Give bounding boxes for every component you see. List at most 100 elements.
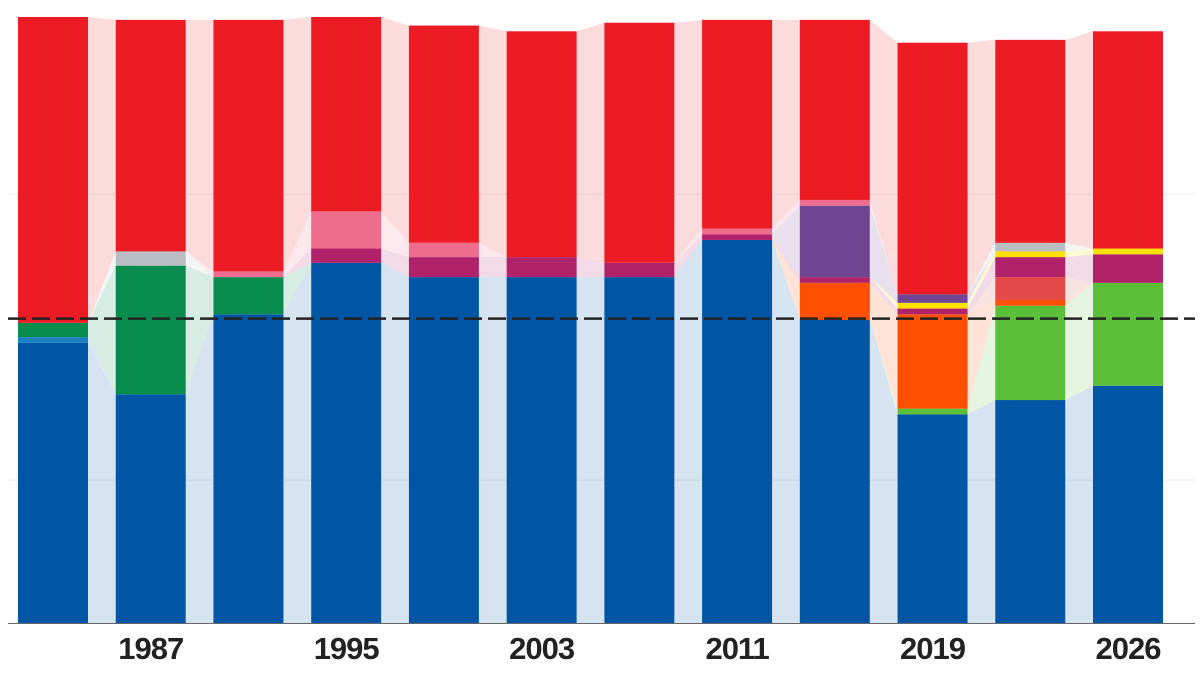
flow-band (1065, 282, 1093, 306)
bar-segment (1093, 254, 1163, 283)
bar-segment (799, 19, 870, 200)
bar-segment (115, 265, 186, 395)
flow-band (967, 39, 996, 295)
bar-segment (408, 277, 479, 623)
flow-band (478, 242, 507, 258)
bar-segment (995, 251, 1066, 258)
flow-band (1065, 248, 1093, 258)
bar-segment (18, 17, 88, 323)
bar-segment (897, 302, 968, 309)
x-tick-label: 1995 (314, 631, 380, 666)
bar-segment (995, 299, 1066, 306)
flow-band (381, 17, 409, 243)
bar-segment (213, 277, 284, 315)
flow-band (381, 262, 409, 623)
bar-segment (702, 239, 773, 623)
flow-band (772, 234, 800, 283)
flow-band (967, 305, 996, 415)
bar-segment (604, 277, 675, 623)
bar-segment (897, 414, 968, 623)
flow-band (869, 320, 898, 415)
bar-segment (213, 314, 284, 623)
flow-band (478, 25, 507, 258)
bar-segment (995, 257, 1066, 278)
flow-band (576, 257, 605, 278)
bar-segment (995, 400, 1066, 623)
bar-segment (702, 19, 773, 229)
bar-segment (506, 31, 577, 258)
flow-band (185, 265, 214, 395)
flow-band (283, 262, 312, 315)
bar-segment (799, 199, 870, 206)
flow-band (772, 239, 800, 623)
flow-band (283, 17, 312, 272)
bar-segment (18, 342, 88, 623)
flow-band (1065, 277, 1093, 300)
bar-segment (408, 242, 479, 258)
bar-segment (311, 248, 382, 263)
bar-segment (995, 305, 1066, 401)
flow-band (772, 19, 800, 229)
flow-band (478, 257, 507, 278)
bar-segment (115, 19, 186, 252)
flow-band (381, 211, 409, 258)
bar-segment (799, 320, 870, 623)
bar-segment (799, 205, 870, 278)
bar-segment (408, 25, 479, 243)
bar-segment (799, 277, 870, 283)
flow-band (674, 228, 703, 263)
bar-segment (311, 17, 382, 212)
bar-segment (408, 257, 479, 278)
flow-band (88, 342, 116, 623)
flow-band (967, 299, 996, 409)
flow-band (674, 19, 703, 263)
flow-band (185, 251, 214, 278)
flow-band (1065, 282, 1093, 401)
flow-band (869, 277, 898, 315)
bar-segment (1093, 31, 1163, 249)
bar-segment (897, 408, 968, 415)
bar-segment (311, 262, 382, 623)
flow-band (88, 337, 116, 395)
flow-band (88, 17, 116, 323)
flow-band (967, 251, 996, 303)
bar-segment (18, 337, 88, 343)
flow-band (1065, 254, 1093, 283)
bar-segment (995, 39, 1066, 243)
bar-segment (1093, 282, 1163, 386)
flow-band (1065, 385, 1093, 623)
bar-segment (506, 277, 577, 623)
flow-band (869, 320, 898, 623)
flow-band (967, 251, 996, 309)
bar-segment (897, 314, 968, 409)
x-tick-label: 2026 (1096, 631, 1162, 666)
bar-segment (995, 277, 1066, 300)
flow-band (967, 257, 996, 315)
flow-band (869, 199, 898, 295)
flow-band (381, 248, 409, 278)
flow-band (283, 248, 312, 278)
flow-band (674, 239, 703, 623)
flow-band (869, 282, 898, 409)
flow-band (283, 262, 312, 623)
flow-band (967, 400, 996, 623)
bar-segment (897, 294, 968, 303)
flow-band (478, 277, 507, 623)
bar-segment (115, 394, 186, 623)
bar-segment (18, 322, 88, 338)
bar-segment (506, 257, 577, 278)
bar-segment (311, 211, 382, 249)
flow-band (1065, 31, 1093, 249)
x-tick-label: 2019 (900, 631, 966, 666)
bar-segment (702, 228, 773, 235)
flow-band (674, 234, 703, 278)
flow-band (967, 242, 996, 295)
flow-band (772, 205, 800, 278)
flow-band (772, 239, 800, 320)
bar-segment (604, 262, 675, 278)
flow-band (869, 19, 898, 295)
flow-band (185, 314, 214, 623)
bar-segment (799, 282, 870, 320)
flow-band (869, 205, 898, 303)
